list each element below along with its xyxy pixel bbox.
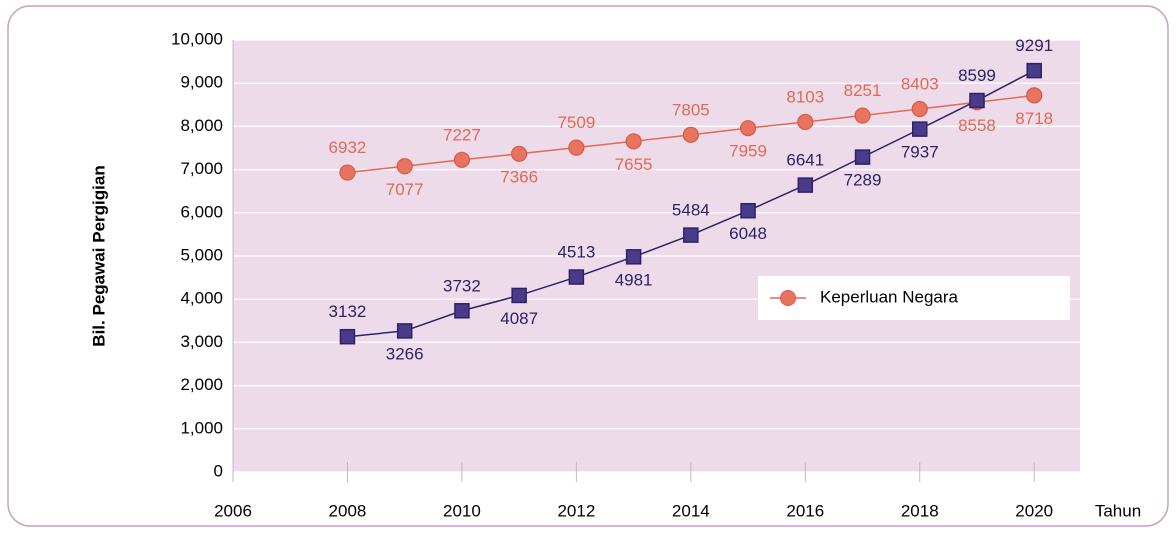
- data-label: 4087: [500, 309, 538, 328]
- data-label: 8403: [901, 74, 939, 93]
- y-tick-label: 5,000: [180, 245, 223, 264]
- marker: [683, 227, 699, 243]
- legend: [758, 276, 1070, 320]
- data-label: 6932: [329, 138, 367, 157]
- data-label: 8558: [958, 116, 996, 135]
- y-axis-label: Bil. Pegawai Pergigian: [89, 165, 108, 346]
- marker: [682, 126, 699, 143]
- marker: [911, 100, 928, 118]
- marker: [396, 323, 413, 339]
- x-tick-label: 2012: [557, 501, 595, 520]
- marker: [568, 139, 585, 156]
- marker: [854, 107, 871, 124]
- marker: [511, 287, 527, 304]
- data-label: 7959: [729, 142, 767, 161]
- y-tick-label: 10,000: [171, 29, 223, 48]
- legend-marker: [780, 290, 796, 306]
- data-label: 4513: [557, 243, 595, 262]
- legend-label: Keperluan Negara: [820, 287, 959, 306]
- y-tick-label: 1,000: [180, 418, 223, 437]
- data-label: 3132: [329, 302, 367, 321]
- x-tick-label: 2008: [329, 501, 367, 520]
- marker: [797, 113, 814, 131]
- marker: [1026, 87, 1043, 104]
- marker: [453, 151, 471, 168]
- marker: [339, 328, 356, 345]
- data-label: 7805: [672, 100, 710, 119]
- marker: [568, 269, 585, 285]
- y-tick-label: 2,000: [180, 375, 223, 394]
- marker: [396, 158, 413, 175]
- y-tick-label: 0: [214, 461, 223, 480]
- data-label: 8718: [1015, 109, 1053, 128]
- data-label: 5484: [672, 201, 710, 220]
- marker: [625, 133, 642, 150]
- data-label: 6048: [729, 224, 767, 243]
- marker: [511, 145, 528, 162]
- data-label: 7289: [844, 171, 882, 190]
- data-label: 8103: [786, 87, 824, 106]
- marker: [854, 149, 871, 165]
- data-label: 4981: [615, 270, 653, 289]
- x-tick-label: 2010: [443, 501, 481, 520]
- marker: [339, 164, 356, 181]
- y-tick-label: 6,000: [180, 202, 223, 221]
- data-label: 7509: [557, 113, 595, 132]
- marker: [740, 202, 756, 219]
- data-label: 3266: [386, 344, 424, 363]
- x-tick-label: 2018: [901, 501, 939, 520]
- y-tick-label: 3,000: [180, 332, 223, 351]
- marker: [1026, 62, 1042, 79]
- marker: [625, 249, 642, 265]
- y-tick-label: 8,000: [180, 116, 223, 135]
- data-label: 9291: [1015, 36, 1053, 55]
- data-label: 7366: [500, 167, 538, 186]
- x-tick-label: 2006: [214, 501, 252, 520]
- x-axis-label: Tahun: [1095, 501, 1141, 520]
- data-label: 3732: [443, 276, 481, 295]
- marker: [739, 120, 757, 137]
- data-label: 7655: [615, 155, 653, 174]
- y-tick-label: 7,000: [180, 159, 223, 178]
- marker: [797, 177, 814, 193]
- data-label: 7227: [443, 125, 481, 144]
- data-label: 8251: [844, 81, 882, 100]
- data-label: 6641: [786, 151, 824, 170]
- marker: [969, 92, 985, 109]
- marker: [912, 121, 928, 137]
- marker: [454, 303, 470, 319]
- data-label: 7077: [386, 180, 424, 199]
- x-tick-label: 2016: [786, 501, 824, 520]
- x-tick-label: 2020: [1015, 501, 1053, 520]
- data-label: 8599: [958, 66, 996, 85]
- x-tick-label: 2014: [672, 501, 710, 520]
- y-tick-label: 4,000: [180, 289, 223, 308]
- y-tick-label: 9,000: [180, 73, 223, 92]
- data-label: 7937: [901, 143, 939, 162]
